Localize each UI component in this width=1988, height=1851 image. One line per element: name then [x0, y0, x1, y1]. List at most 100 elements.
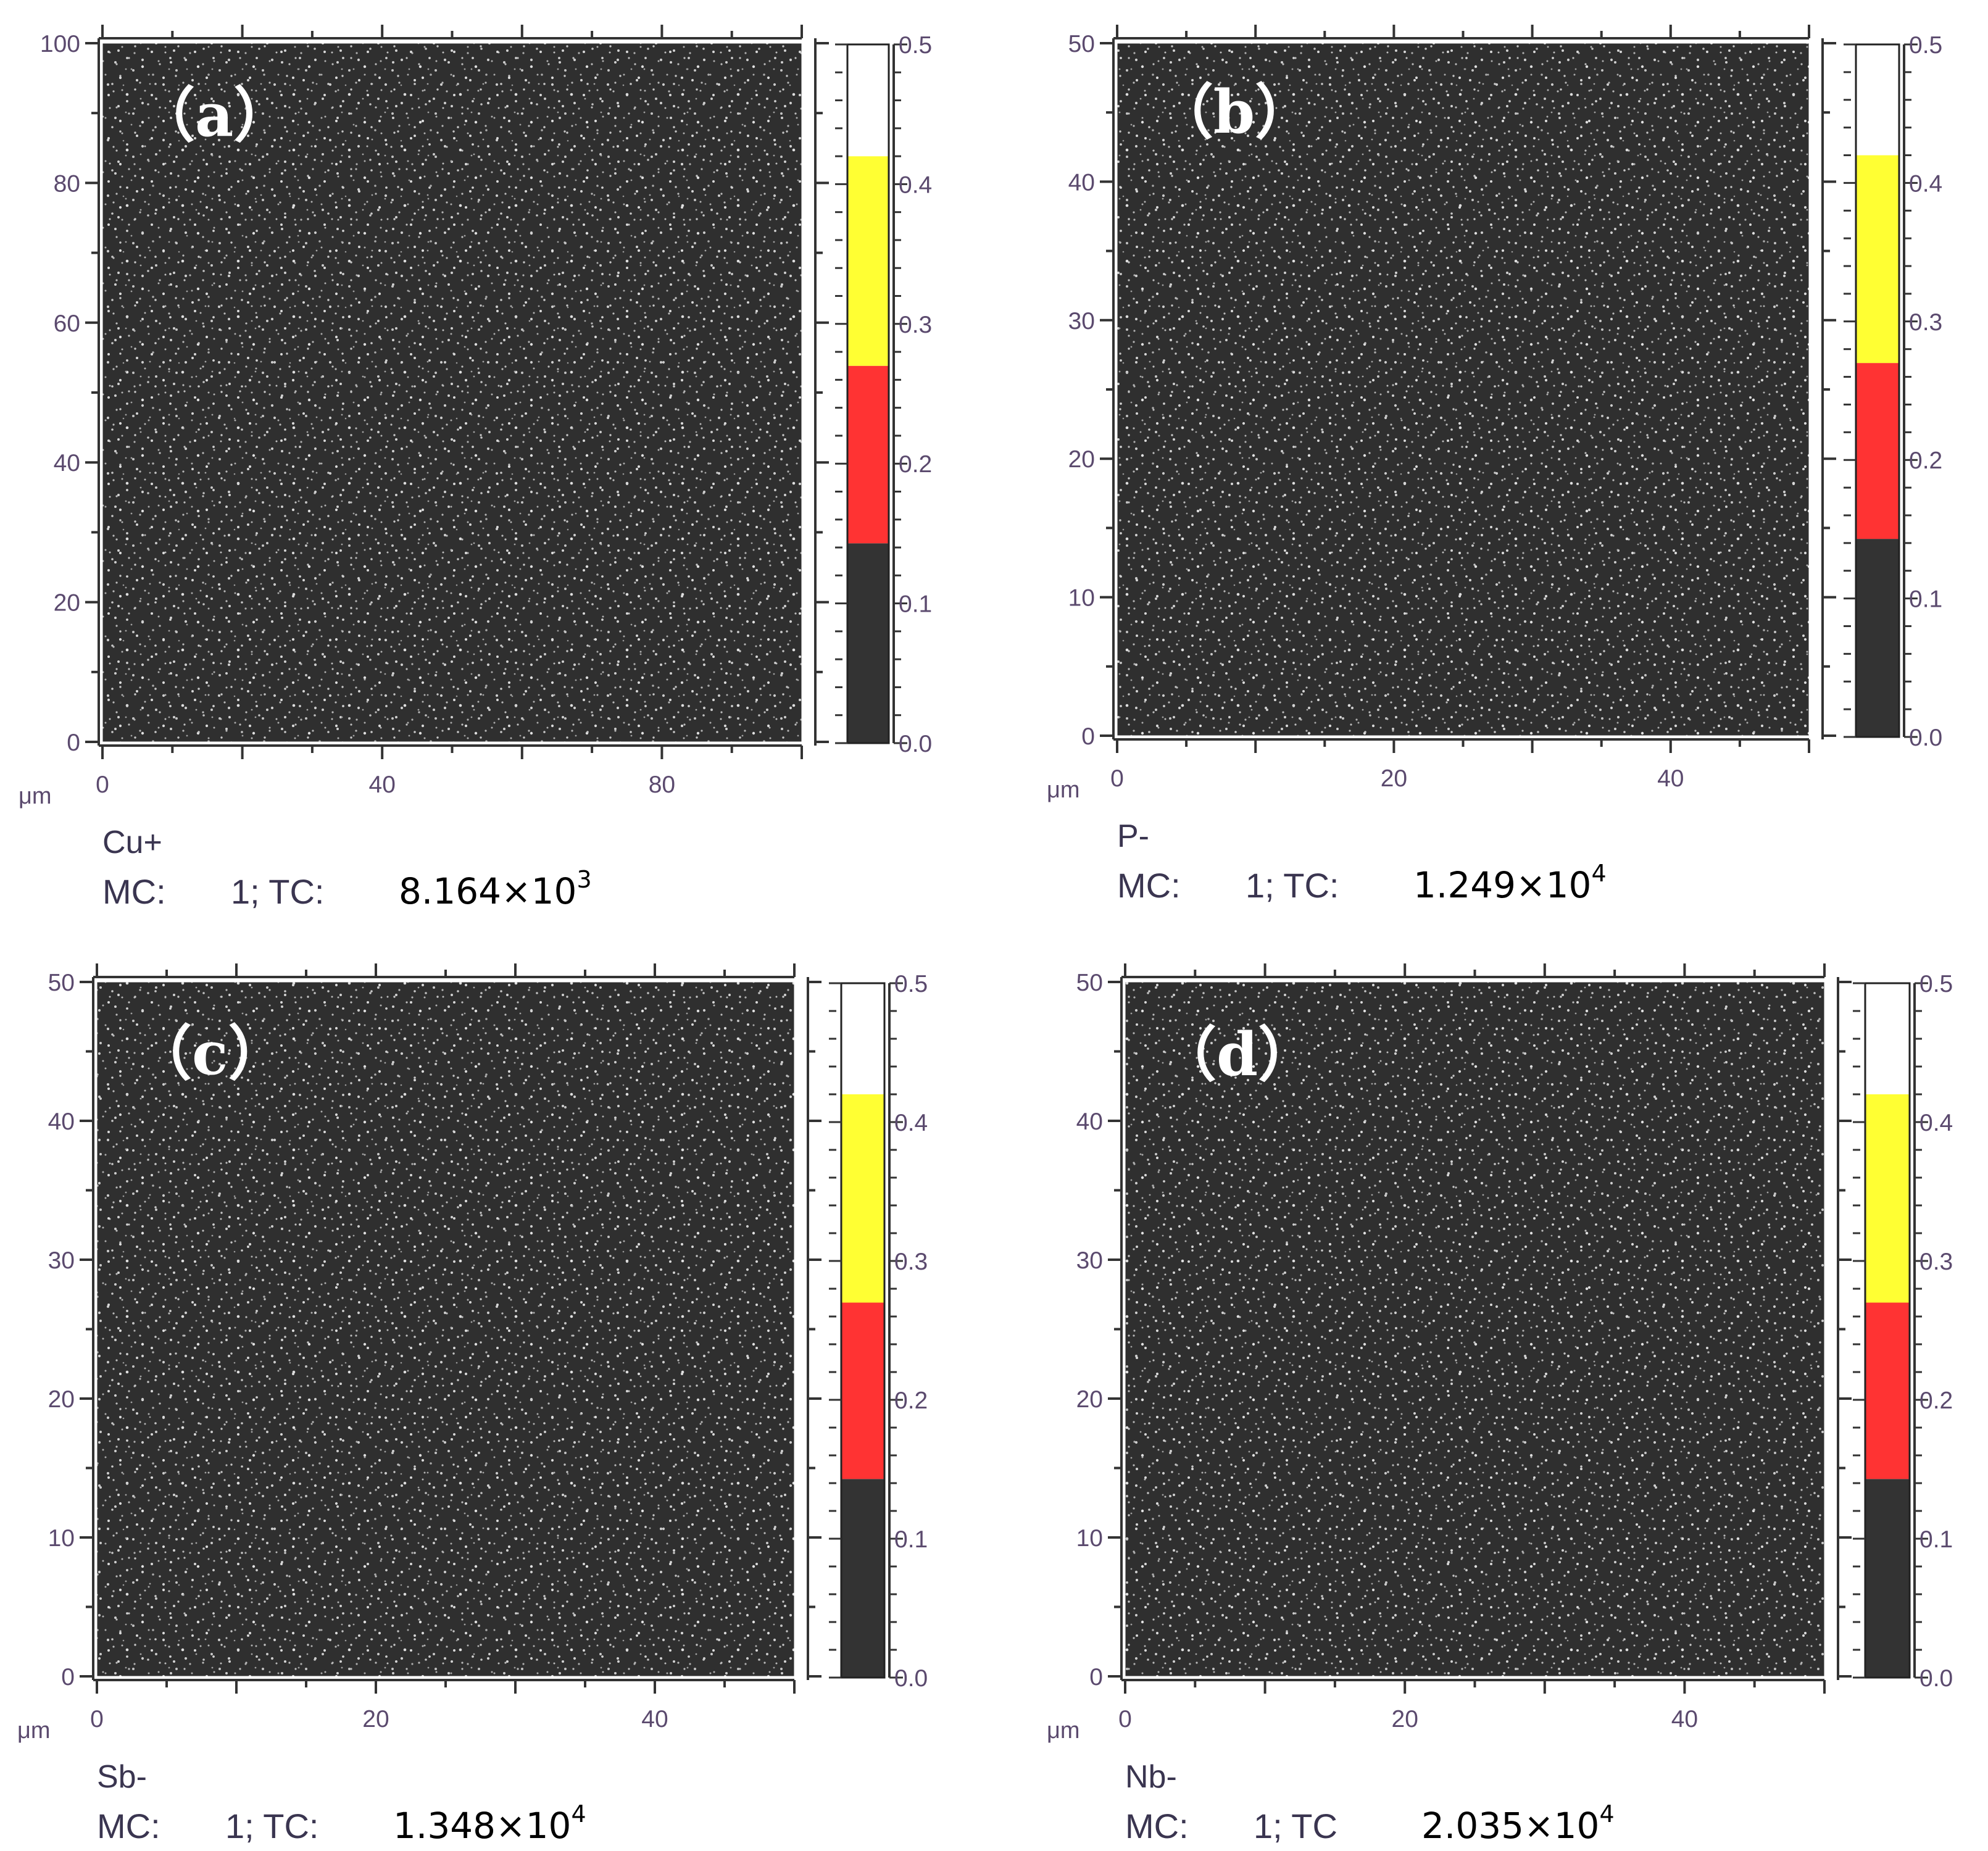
map-border: [101, 41, 804, 744]
y-tick-label: 80: [54, 170, 80, 197]
total-counts-mantissa: 1.249×10: [1413, 864, 1591, 906]
total-counts-exponent: 3: [576, 866, 591, 893]
x-tick-label: 80: [649, 772, 675, 798]
colorbar-tick-label: 0.3: [1909, 309, 1942, 336]
y-tick-label: 40: [1076, 1109, 1103, 1135]
colorbar: 0.0 0.1 0.2 0.3 0.4 0.5: [1853, 971, 1953, 1692]
colorbar-band: [1865, 1094, 1910, 1303]
colorbar: 0.0 0.1 0.2 0.3 0.4 0.5: [1844, 32, 1942, 751]
y-tick-label: 0: [67, 730, 80, 756]
x-tick-label: 0: [96, 772, 109, 798]
colorbar-band: [841, 1479, 884, 1678]
total-counts-value: 1.348×104: [393, 1800, 586, 1847]
y-tick-label: 0: [1089, 1664, 1103, 1691]
colorbar-band: [847, 156, 889, 366]
y-tick-label: 50: [1076, 970, 1103, 996]
colorbar-band: [841, 1302, 884, 1479]
colorbar-frame: [1864, 982, 1911, 1679]
x-tick-label: 0: [90, 1706, 104, 1732]
ion-map-speckle: [1125, 982, 1824, 1676]
colorbar-band: [841, 983, 884, 1094]
panel-d: 0 10 20 30 40 50 0 20 40 μm （d） 0.0 0.1 0.2 0.3 0.4 0.5 N…: [1047, 963, 1953, 1847]
mc-label: MC:: [1117, 866, 1181, 905]
mc-label: MC:: [102, 872, 166, 911]
x-tick-label: 20: [1381, 765, 1407, 792]
y-tick-label: 20: [1076, 1386, 1103, 1413]
y-tick-label: 30: [48, 1247, 75, 1274]
panel-b: 0 10 20 30 40 50 0 20 40 μm （b） 0.0 0.1 0.2 0.3 0.4 0.5 P…: [1047, 25, 1942, 906]
colorbar-tick-label: 0.4: [1919, 1110, 1953, 1136]
ion-map-speckle: [1117, 43, 1809, 736]
x-tick-label: 40: [1671, 1706, 1698, 1732]
colorbar-tick-label: 0.3: [1919, 1249, 1953, 1275]
y-tick-label: 50: [48, 970, 75, 996]
x-tick-label: 20: [1392, 1706, 1418, 1732]
y-tick-label: 20: [1068, 446, 1095, 473]
y-tick-label: 60: [54, 310, 80, 337]
mc-label: MC:: [1125, 1807, 1189, 1845]
mc-tc-value: 1; TC:: [1246, 866, 1339, 905]
colorbar-tick-label: 0.1: [1909, 586, 1942, 613]
colorbar-band: [1865, 983, 1910, 1094]
y-tick-label: 40: [54, 450, 80, 476]
mc-label: MC:: [97, 1807, 160, 1845]
colorbar-band: [847, 543, 889, 743]
colorbar-frame: [846, 43, 890, 744]
total-counts-mantissa: 1.348×10: [393, 1805, 571, 1847]
y-tick-label: 40: [1068, 169, 1095, 196]
y-tick-label: 10: [48, 1525, 75, 1552]
colorbar-band: [847, 44, 889, 157]
colorbar-band: [1856, 539, 1899, 737]
axis-unit-label: μm: [1047, 1718, 1080, 1744]
colorbar-tick-label: 0.2: [1909, 447, 1942, 474]
colorbar-tick-label: 0.3: [894, 1249, 928, 1275]
ion-map-speckle: [97, 982, 794, 1676]
colorbar-tick-label: 0.4: [894, 1110, 928, 1136]
colorbar-tick-label: 0.5: [1919, 971, 1953, 997]
colorbar-tick-label: 0.3: [899, 312, 932, 338]
panel-tag: （d）: [1157, 1020, 1317, 1089]
panel-c: 0 10 20 30 40 50 0 20 40 μm （c） 0.0 0.1 0.2 0.3 0.4 0.5 S…: [17, 963, 928, 1847]
total-counts-value: 8.164×103: [399, 866, 592, 912]
colorbar-tick-label: 0.1: [894, 1526, 928, 1553]
colorbar-band: [847, 365, 889, 544]
colorbar-tick-label: 0.5: [894, 971, 928, 997]
y-tick-label: 100: [40, 31, 80, 57]
y-tick-label: 0: [1081, 723, 1095, 750]
species-label: Cu+: [102, 825, 162, 860]
total-counts-exponent: 4: [571, 1800, 586, 1828]
species-label: P-: [1117, 818, 1149, 854]
colorbar-tick-label: 0.2: [1919, 1387, 1953, 1414]
colorbar: 0.0 0.1 0.2 0.3 0.4 0.5: [835, 32, 932, 757]
x-tick-label: 0: [1110, 765, 1124, 792]
x-tick-label: 40: [641, 1706, 668, 1732]
axis-unit-label: μm: [1047, 777, 1080, 803]
panel-tag: （a）: [136, 80, 293, 150]
total-counts-exponent: 4: [1599, 1800, 1614, 1828]
colorbar-band: [1865, 1479, 1910, 1678]
x-tick-label: 40: [369, 772, 396, 798]
colorbar-tick-label: 0.0: [1919, 1665, 1953, 1692]
colorbar-tick-label: 0.0: [894, 1665, 928, 1692]
total-counts-mantissa: 2.035×10: [1421, 1805, 1599, 1847]
colorbar-band: [1856, 44, 1899, 156]
axis-unit-label: μm: [17, 1718, 51, 1744]
y-tick-label: 30: [1076, 1247, 1103, 1274]
species-label: Sb-: [97, 1759, 147, 1795]
total-counts-value: 2.035×104: [1421, 1800, 1615, 1847]
colorbar-band: [841, 1094, 884, 1303]
y-tick-label: 50: [1068, 31, 1095, 57]
colorbar-tick-label: 0.2: [899, 451, 932, 478]
y-tick-label: 20: [54, 590, 80, 617]
y-tick-label: 40: [48, 1109, 75, 1135]
y-tick-label: 30: [1068, 308, 1095, 335]
mc-tc-value: 1; TC: [1254, 1807, 1337, 1845]
ion-map-speckle: [102, 43, 802, 742]
map-border: [95, 980, 796, 1678]
colorbar-tick-label: 0.4: [899, 172, 932, 198]
x-tick-label: 20: [362, 1706, 389, 1732]
colorbar-tick-label: 0.0: [899, 731, 932, 757]
panel-a: 0 20 40 60 80 100 0 40 80 μm （a） 0.0 0.1 0.2 0.3 0.4 0.5…: [19, 25, 932, 912]
colorbar-tick-label: 0.5: [1909, 32, 1942, 59]
